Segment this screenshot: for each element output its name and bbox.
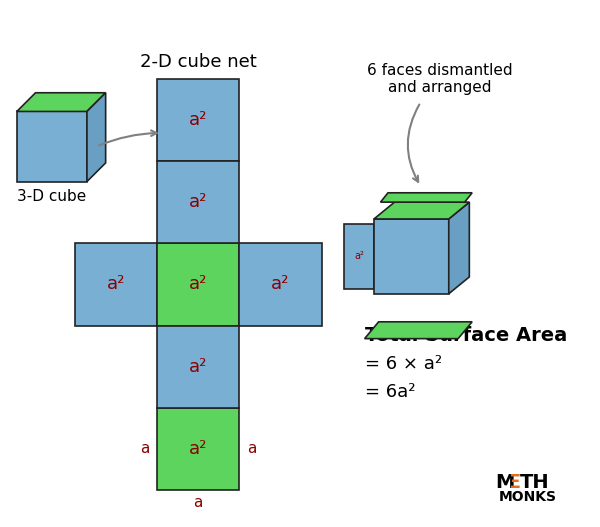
Polygon shape (87, 93, 106, 182)
Bar (239, 243, 322, 326)
Text: a²: a² (107, 276, 125, 294)
Bar (157, 243, 239, 326)
Text: a²: a² (456, 250, 470, 263)
Text: a: a (247, 442, 256, 456)
Text: a²: a² (271, 276, 290, 294)
Bar (157, 161, 239, 243)
Text: TH: TH (520, 473, 550, 492)
Text: Ξ: Ξ (509, 473, 521, 492)
Text: = 6 × a²: = 6 × a² (365, 355, 442, 373)
Polygon shape (344, 223, 374, 289)
Text: a²: a² (415, 204, 427, 217)
Text: a²: a² (189, 358, 208, 376)
Text: Total Surface Area: Total Surface Area (365, 326, 567, 345)
Polygon shape (449, 202, 469, 294)
Bar (75, 243, 157, 326)
Text: 3-D cube: 3-D cube (17, 189, 86, 204)
Text: a²: a² (405, 325, 418, 338)
Polygon shape (374, 202, 469, 219)
Text: a²: a² (189, 111, 208, 129)
Text: a²: a² (189, 276, 208, 294)
Bar (17, 111, 87, 182)
Text: = 6a²: = 6a² (365, 383, 415, 401)
Text: 2-D cube net: 2-D cube net (140, 53, 257, 71)
Text: a²: a² (415, 191, 427, 204)
Polygon shape (380, 193, 472, 202)
Bar (157, 326, 239, 408)
Text: a²: a² (189, 440, 208, 458)
Text: a: a (140, 442, 149, 456)
Text: M: M (496, 473, 515, 492)
Text: a²: a² (404, 249, 419, 264)
Bar (157, 79, 239, 161)
Text: a: a (194, 495, 203, 510)
Bar (157, 408, 239, 490)
Bar (374, 219, 449, 294)
Polygon shape (17, 93, 106, 111)
Text: 6 faces dismantled
and arranged: 6 faces dismantled and arranged (367, 63, 512, 95)
Text: MONKS: MONKS (499, 490, 557, 504)
Text: a²: a² (189, 193, 208, 211)
Text: a²: a² (354, 251, 364, 261)
Polygon shape (365, 322, 472, 339)
